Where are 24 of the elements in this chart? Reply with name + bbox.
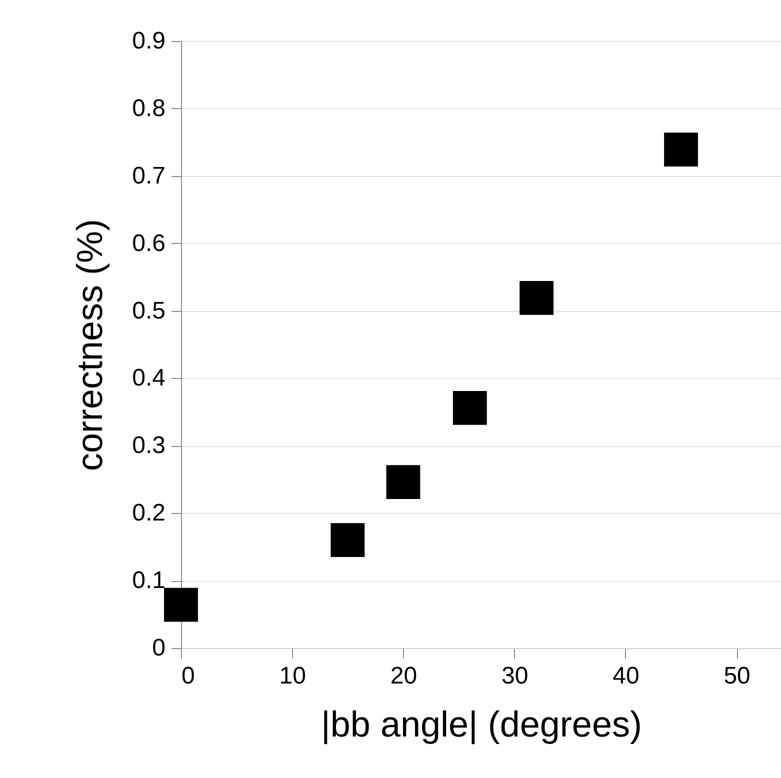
point <box>520 281 554 315</box>
x-tick-label: 30 <box>501 662 528 690</box>
y-tick-label: 0.1 <box>132 567 166 594</box>
point <box>452 390 487 425</box>
y-tick-label: 0.7 <box>132 162 166 190</box>
x-tick-label: 50 <box>724 662 750 690</box>
y-tick-label: 0.8 <box>132 94 166 122</box>
point <box>330 523 365 558</box>
y-tick-label: 0 <box>152 634 166 662</box>
y-tick-label: 0.5 <box>132 297 166 324</box>
y-tick-label: 0.3 <box>132 432 166 460</box>
point <box>386 465 420 500</box>
y-tick-label: 0.6 <box>132 230 166 257</box>
x-axis-title: |bb angle| (degrees) <box>321 704 642 744</box>
y-tick-label: 0.2 <box>132 500 166 527</box>
y-tick-label: 0.9 <box>132 28 166 54</box>
x-tick-label: 20 <box>390 662 418 690</box>
x-tick-label: 0 <box>182 662 195 690</box>
x-tick-label: 40 <box>612 662 640 690</box>
point <box>664 132 698 167</box>
point <box>164 588 198 622</box>
x-tick-label: 10 <box>279 662 306 690</box>
y-axis-title: correctness (%) <box>69 218 110 472</box>
y-tick-label: 0.4 <box>132 364 166 392</box>
